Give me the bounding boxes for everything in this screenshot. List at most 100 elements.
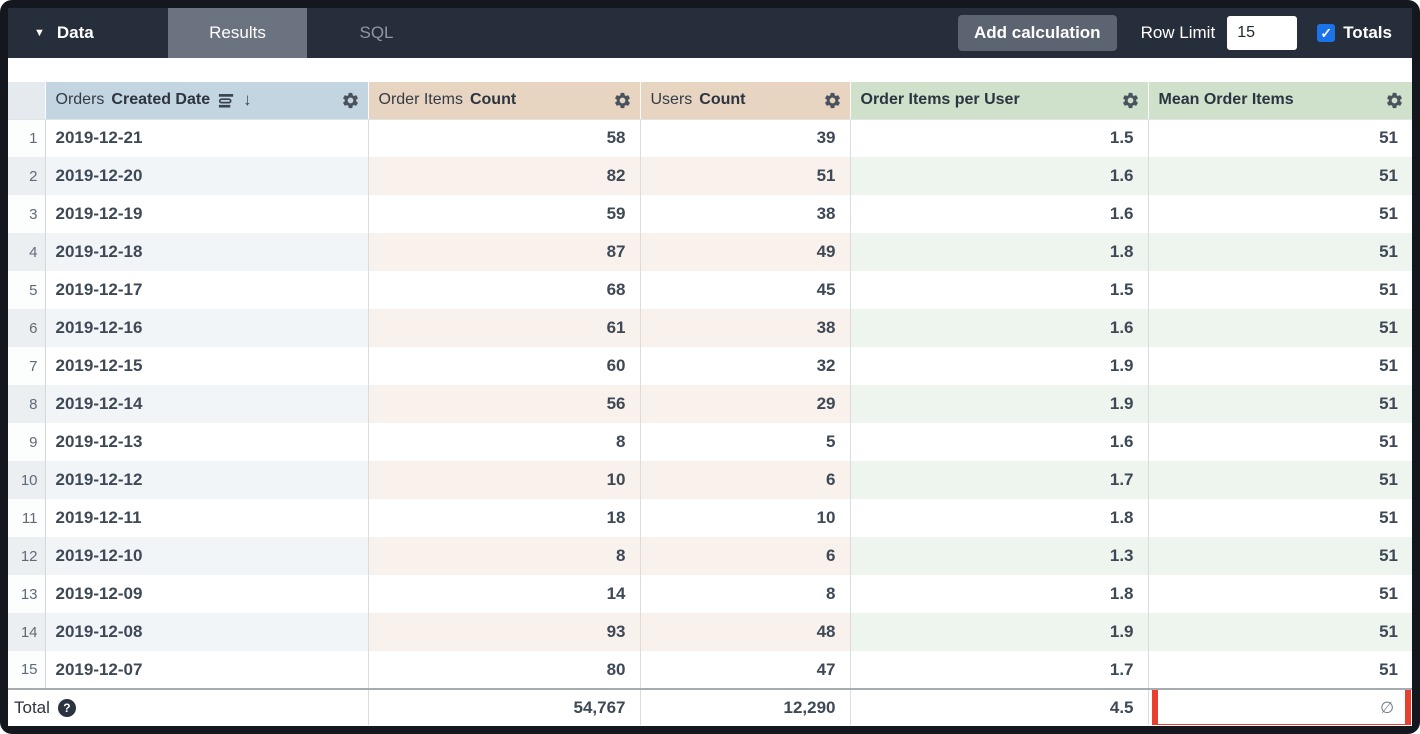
column-header-orders-created-date[interactable]: Orders Created Date ↓ xyxy=(44,82,368,120)
cell-order-items-count[interactable]: 56 xyxy=(368,385,641,423)
cell-orders-created-date[interactable]: 2019-12-16 xyxy=(45,309,369,347)
cell-order-items-count[interactable]: 61 xyxy=(368,309,641,347)
cell-order-items-per-user[interactable]: 1.9 xyxy=(850,385,1149,423)
total-order-items-count-cell[interactable]: 54,767 xyxy=(368,688,641,725)
cell-users-count[interactable]: 10 xyxy=(640,499,851,537)
cell-mean-order-items[interactable]: 51 xyxy=(1148,461,1412,499)
cell-mean-order-items[interactable]: 51 xyxy=(1148,347,1412,385)
cell-orders-created-date[interactable]: 2019-12-14 xyxy=(45,385,369,423)
cell-order-items-count[interactable]: 82 xyxy=(368,157,641,195)
cell-users-count[interactable]: 6 xyxy=(640,537,851,575)
cell-order-items-per-user[interactable]: 1.8 xyxy=(850,575,1149,613)
cell-mean-order-items[interactable]: 51 xyxy=(1148,271,1412,309)
cell-order-items-per-user[interactable]: 1.6 xyxy=(850,157,1149,195)
cell-order-items-count[interactable]: 59 xyxy=(368,195,641,233)
cell-orders-created-date[interactable]: 2019-12-21 xyxy=(45,119,369,157)
add-calculation-button[interactable]: Add calculation xyxy=(957,15,1117,51)
cell-users-count[interactable]: 6 xyxy=(640,461,851,499)
cell-users-count[interactable]: 45 xyxy=(640,271,851,309)
cell-order-items-per-user[interactable]: 1.8 xyxy=(850,499,1149,537)
cell-mean-order-items[interactable]: 51 xyxy=(1148,499,1412,537)
cell-orders-created-date[interactable]: 2019-12-08 xyxy=(45,613,369,651)
cell-orders-created-date[interactable]: 2019-12-19 xyxy=(45,195,369,233)
tab-sql[interactable]: SQL xyxy=(359,23,394,42)
row-limit-label: Row Limit xyxy=(1140,23,1216,42)
cell-users-count[interactable]: 47 xyxy=(640,651,851,689)
cell-order-items-count[interactable]: 14 xyxy=(368,575,641,613)
cell-orders-created-date[interactable]: 2019-12-20 xyxy=(45,157,369,195)
cell-users-count[interactable]: 29 xyxy=(640,385,851,423)
cell-users-count[interactable]: 32 xyxy=(640,347,851,385)
gear-icon[interactable] xyxy=(823,91,842,110)
cell-users-count[interactable]: 8 xyxy=(640,575,851,613)
cell-mean-order-items[interactable]: 51 xyxy=(1148,651,1412,689)
cell-orders-created-date[interactable]: 2019-12-15 xyxy=(45,347,369,385)
cell-users-count[interactable]: 48 xyxy=(640,613,851,651)
cell-users-count[interactable]: 38 xyxy=(640,309,851,347)
cell-mean-order-items[interactable]: 51 xyxy=(1148,423,1412,461)
cell-order-items-count[interactable]: 58 xyxy=(368,119,641,157)
cell-order-items-per-user[interactable]: 1.6 xyxy=(850,195,1149,233)
cell-order-items-per-user[interactable]: 1.9 xyxy=(850,613,1149,651)
cell-orders-created-date[interactable]: 2019-12-07 xyxy=(45,651,369,689)
cell-mean-order-items[interactable]: 51 xyxy=(1148,385,1412,423)
cell-mean-order-items[interactable]: 51 xyxy=(1148,195,1412,233)
cell-mean-order-items[interactable]: 51 xyxy=(1148,575,1412,613)
totals-checkbox[interactable]: ✓ xyxy=(1317,24,1336,42)
total-users-count-cell[interactable]: 12,290 xyxy=(640,688,851,725)
cell-order-items-per-user[interactable]: 1.6 xyxy=(850,423,1149,461)
cell-order-items-count[interactable]: 60 xyxy=(368,347,641,385)
cell-mean-order-items[interactable]: 51 xyxy=(1148,309,1412,347)
cell-mean-order-items[interactable]: 51 xyxy=(1148,537,1412,575)
tab-results[interactable]: Results xyxy=(168,8,307,58)
cell-order-items-count[interactable]: 18 xyxy=(368,499,641,537)
cell-users-count[interactable]: 38 xyxy=(640,195,851,233)
cell-order-items-count[interactable]: 80 xyxy=(368,651,641,689)
column-header-order-items-per-user[interactable]: Order Items per User xyxy=(849,82,1148,120)
data-section-toggle[interactable]: ▼ Data xyxy=(8,8,168,58)
cell-order-items-count[interactable]: 93 xyxy=(368,613,641,651)
cell-order-items-count[interactable]: 10 xyxy=(368,461,641,499)
gear-icon[interactable] xyxy=(1121,91,1140,110)
row-number-header xyxy=(8,82,45,120)
column-header-users-count[interactable]: Users Count xyxy=(639,82,850,120)
cell-mean-order-items[interactable]: 51 xyxy=(1148,157,1412,195)
column-header-order-items-count[interactable]: Order Items Count xyxy=(367,82,640,120)
cell-order-items-per-user[interactable]: 1.6 xyxy=(850,309,1149,347)
cell-order-items-count[interactable]: 87 xyxy=(368,233,641,271)
cell-order-items-per-user[interactable]: 1.7 xyxy=(850,651,1149,689)
cell-users-count[interactable]: 51 xyxy=(640,157,851,195)
gear-icon[interactable] xyxy=(613,91,632,110)
cell-order-items-count[interactable]: 68 xyxy=(368,271,641,309)
cell-orders-created-date[interactable]: 2019-12-10 xyxy=(45,537,369,575)
cell-users-count[interactable]: 49 xyxy=(640,233,851,271)
total-mean-order-items-cell[interactable]: ∅ xyxy=(1148,688,1412,725)
cell-order-items-per-user[interactable]: 1.5 xyxy=(850,119,1149,157)
gear-icon[interactable] xyxy=(341,91,360,110)
cell-orders-created-date[interactable]: 2019-12-13 xyxy=(45,423,369,461)
cell-orders-created-date[interactable]: 2019-12-17 xyxy=(45,271,369,309)
cell-order-items-count[interactable]: 8 xyxy=(368,423,641,461)
cell-order-items-count[interactable]: 8 xyxy=(368,537,641,575)
cell-users-count[interactable]: 39 xyxy=(640,119,851,157)
cell-mean-order-items[interactable]: 51 xyxy=(1148,119,1412,157)
cell-orders-created-date[interactable]: 2019-12-09 xyxy=(45,575,369,613)
cell-mean-order-items[interactable]: 51 xyxy=(1148,233,1412,271)
cell-order-items-per-user[interactable]: 1.7 xyxy=(850,461,1149,499)
cell-orders-created-date[interactable]: 2019-12-12 xyxy=(45,461,369,499)
cell-order-items-per-user[interactable]: 1.8 xyxy=(850,233,1149,271)
cell-order-items-per-user[interactable]: 1.3 xyxy=(850,537,1149,575)
cell-order-items-per-user[interactable]: 1.9 xyxy=(850,347,1149,385)
help-icon[interactable]: ? xyxy=(57,698,76,717)
cell-orders-created-date[interactable]: 2019-12-11 xyxy=(45,499,369,537)
sort-desc-arrow-icon[interactable]: ↓ xyxy=(243,90,252,110)
table-row: 10 2019-12-12 10 6 1.7 51 xyxy=(8,461,1412,499)
cell-order-items-per-user[interactable]: 1.5 xyxy=(850,271,1149,309)
gear-icon[interactable] xyxy=(1385,91,1404,110)
total-order-items-per-user-cell[interactable]: 4.5 xyxy=(850,688,1149,725)
cell-orders-created-date[interactable]: 2019-12-18 xyxy=(45,233,369,271)
column-header-mean-order-items[interactable]: Mean Order Items xyxy=(1147,82,1412,120)
cell-users-count[interactable]: 5 xyxy=(640,423,851,461)
cell-mean-order-items[interactable]: 51 xyxy=(1148,613,1412,651)
row-limit-input[interactable] xyxy=(1227,16,1298,50)
